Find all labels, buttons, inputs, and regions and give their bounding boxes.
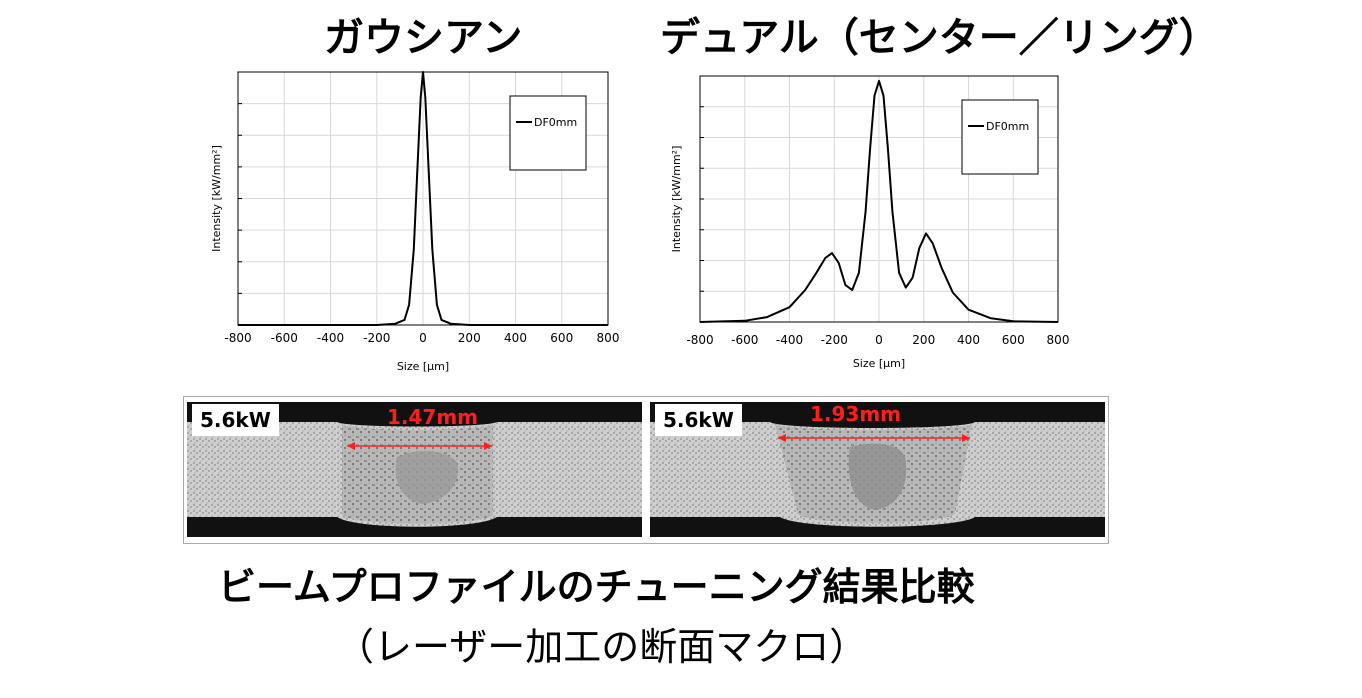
x-tick-label: -800	[686, 333, 713, 347]
bead-width-label: 1.47mm	[387, 405, 479, 429]
x-tick-label: 400	[957, 333, 980, 347]
bead-width-label: 1.93mm	[810, 402, 902, 426]
figure-caption: ビームプロファイルのチューニング結果比較	[218, 565, 975, 609]
micrograph-panel: 5.6kW 1.47mm 5.6kW 1.93mm	[183, 396, 1109, 544]
y-axis-label: Intensity [kW/mm²]	[210, 145, 223, 252]
figure-subcaption: （レーザー加工の断面マクロ）	[336, 625, 868, 669]
x-tick-label: 200	[458, 331, 481, 345]
x-tick-label: -200	[821, 333, 848, 347]
x-tick-label: 800	[1047, 333, 1070, 347]
x-tick-label: 0	[419, 331, 427, 345]
dual-chart-title: デュアル（センター／リング）	[660, 15, 1219, 61]
power-label: 5.6kW	[192, 404, 279, 436]
legend-box	[961, 99, 1039, 175]
x-tick-label: 800	[597, 331, 620, 345]
micrograph-gaussian: 5.6kW 1.47mm	[187, 402, 642, 537]
x-tick-label: -400	[776, 333, 803, 347]
gaussian-chart-title: ガウシアン	[324, 15, 523, 61]
power-label: 5.6kW	[655, 404, 742, 436]
micrograph-dual: 5.6kW 1.93mm	[650, 402, 1105, 537]
x-tick-label: 0	[875, 333, 883, 347]
x-tick-label: 400	[504, 331, 527, 345]
x-tick-label: 600	[1002, 333, 1025, 347]
x-tick-label: -600	[731, 333, 758, 347]
x-axis-label: Size [μm]	[397, 360, 449, 373]
series-line	[699, 79, 1059, 323]
series-line	[238, 71, 608, 326]
legend-label: DF0mm	[534, 116, 577, 129]
legend-label: DF0mm	[986, 120, 1029, 133]
x-tick-label: -200	[363, 331, 390, 345]
dual-profile-chart: -800 -600 -400 -200 0 200 400 600 800 Size [μm] In…	[670, 75, 1070, 370]
x-tick-label: 200	[912, 333, 935, 347]
x-tick-label: 600	[550, 331, 573, 345]
y-axis-label: Intensity [kW/mm²]	[670, 146, 683, 253]
x-axis-label: Size [μm]	[853, 357, 905, 370]
gaussian-profile-chart: -800 -600 -400 -200 0 200 400 600 800 Size [μm] In…	[210, 71, 620, 373]
legend-box	[509, 95, 587, 171]
x-tick-label: -600	[271, 331, 298, 345]
x-tick-label: -400	[317, 331, 344, 345]
x-tick-label: -800	[224, 331, 251, 345]
